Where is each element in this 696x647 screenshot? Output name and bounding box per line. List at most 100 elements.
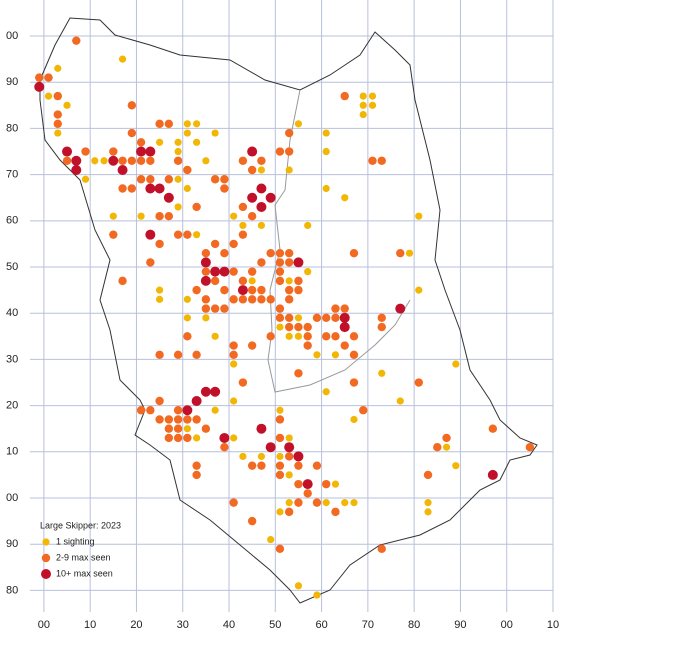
- point: [174, 203, 182, 211]
- point: [257, 452, 266, 461]
- point: [247, 212, 257, 221]
- point: [173, 350, 183, 359]
- point: [256, 201, 267, 212]
- point: [303, 332, 312, 341]
- point: [183, 433, 192, 443]
- point: [193, 120, 201, 128]
- point: [396, 248, 405, 258]
- point: [182, 405, 193, 416]
- point: [331, 480, 340, 488]
- point: [257, 156, 266, 165]
- point: [395, 303, 406, 314]
- point: [164, 175, 174, 184]
- point: [183, 129, 191, 137]
- point: [220, 248, 229, 258]
- point: [145, 183, 156, 194]
- point: [359, 406, 368, 415]
- point: [219, 266, 230, 277]
- point: [229, 341, 238, 350]
- point: [331, 507, 340, 517]
- point: [341, 499, 349, 507]
- point: [359, 92, 367, 100]
- point: [415, 286, 423, 294]
- point: [91, 157, 99, 165]
- point: [127, 156, 137, 165]
- point: [238, 295, 248, 304]
- point: [256, 183, 267, 194]
- point: [377, 313, 386, 323]
- point: [275, 433, 285, 443]
- x-tick-label: 10: [547, 619, 559, 631]
- point: [247, 461, 257, 470]
- point: [239, 452, 247, 461]
- point: [71, 165, 82, 176]
- point: [109, 230, 118, 239]
- y-tick-label: 20: [6, 400, 18, 412]
- point: [173, 230, 183, 239]
- point: [71, 155, 82, 166]
- point: [303, 341, 312, 350]
- point: [174, 175, 182, 183]
- point: [146, 156, 155, 165]
- point: [312, 498, 322, 507]
- point: [284, 452, 294, 461]
- point: [322, 332, 331, 341]
- point: [303, 322, 312, 332]
- grid: [30, 0, 554, 612]
- point: [200, 257, 211, 268]
- point: [202, 314, 210, 322]
- point: [275, 304, 285, 313]
- point: [368, 156, 377, 165]
- point: [183, 415, 192, 424]
- y-tick-label: 70: [6, 169, 18, 181]
- point: [322, 388, 330, 396]
- point: [247, 285, 257, 295]
- point: [192, 285, 201, 295]
- point: [267, 535, 275, 544]
- point: [183, 332, 192, 341]
- point: [229, 295, 238, 304]
- point: [229, 350, 238, 359]
- point: [146, 258, 155, 267]
- x-tick-label: 60: [315, 619, 327, 631]
- point: [53, 119, 62, 129]
- point: [257, 295, 266, 304]
- point: [136, 175, 146, 184]
- point: [331, 313, 340, 323]
- point: [313, 351, 321, 359]
- point: [183, 120, 191, 128]
- point: [284, 258, 294, 267]
- point: [247, 165, 257, 175]
- point: [284, 285, 294, 295]
- point: [293, 451, 304, 462]
- point: [155, 396, 164, 406]
- point: [247, 295, 257, 304]
- point: [257, 258, 266, 267]
- point: [275, 258, 285, 267]
- point: [201, 267, 211, 276]
- legend-marker: [42, 538, 50, 546]
- point: [266, 248, 275, 258]
- point: [220, 285, 229, 295]
- point: [284, 147, 294, 156]
- point: [210, 175, 220, 184]
- x-tick-label: 00: [38, 619, 50, 631]
- point: [331, 351, 340, 359]
- point: [423, 470, 433, 480]
- point: [285, 277, 293, 285]
- x-tick-label: 10: [84, 619, 96, 631]
- point: [127, 101, 137, 110]
- point: [276, 508, 284, 516]
- point: [183, 425, 191, 433]
- point: [230, 212, 238, 220]
- point: [210, 386, 221, 397]
- point: [192, 461, 201, 470]
- point: [339, 322, 350, 333]
- point: [284, 313, 294, 323]
- point: [173, 433, 183, 443]
- point: [127, 128, 137, 138]
- point: [100, 157, 108, 165]
- point: [377, 156, 386, 165]
- point: [405, 249, 414, 257]
- point: [294, 120, 303, 128]
